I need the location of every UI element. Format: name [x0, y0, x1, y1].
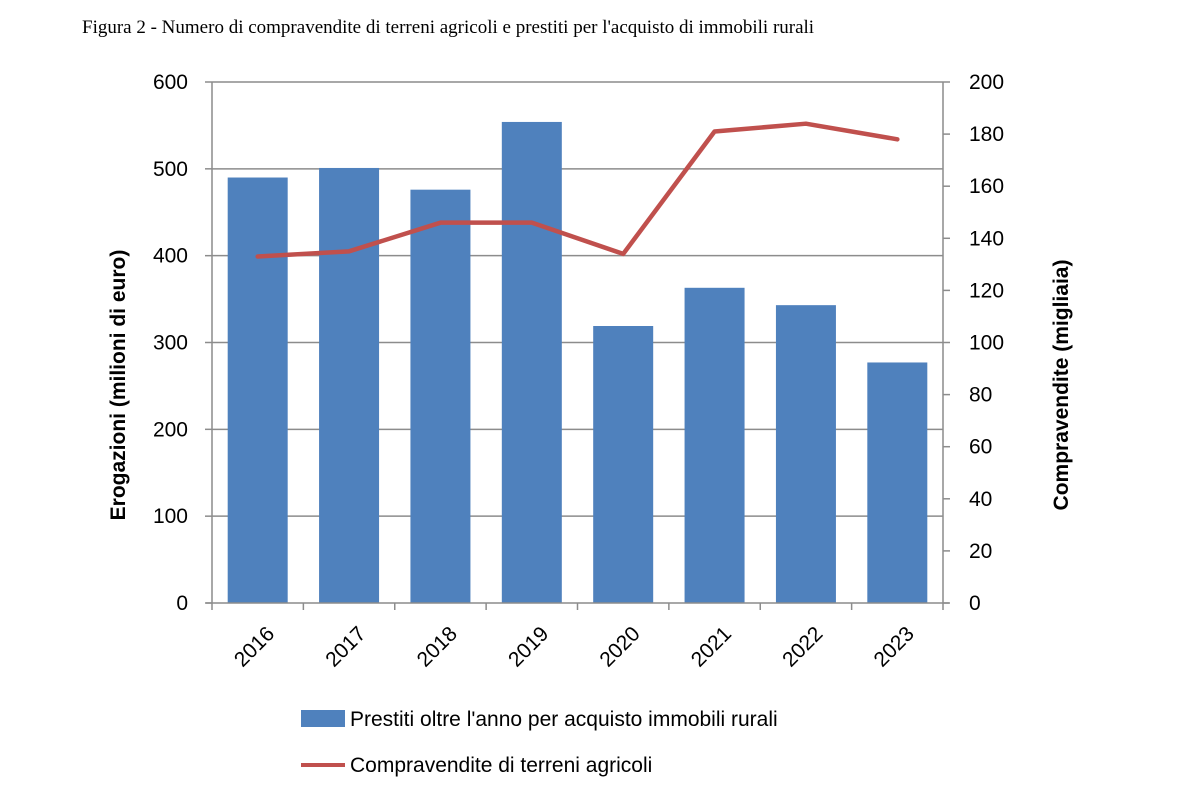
bar-2019 [501, 121, 562, 604]
bar-2016 [227, 177, 288, 603]
axes [205, 81, 950, 610]
x-tick-label-2017: 2017 [321, 622, 370, 671]
line-compravendite [255, 121, 900, 259]
left-tick-label: 100 [153, 505, 188, 528]
right-tick-label: 140 [969, 227, 1004, 250]
x-tick-label-2021: 2021 [687, 622, 736, 671]
right-tick-label: 80 [969, 384, 992, 407]
bar-2022 [775, 305, 836, 603]
bar-2018 [410, 189, 471, 603]
left-tick-label: 600 [153, 71, 188, 94]
right-tick-label: 120 [969, 279, 1004, 302]
x-tick-label-2020: 2020 [595, 622, 644, 671]
right-tick-label: 60 [969, 436, 992, 459]
left-tick-label: 0 [176, 592, 188, 615]
left-tick-label: 300 [153, 332, 188, 355]
bar-2021 [684, 287, 745, 603]
left-tick-label: 400 [153, 245, 188, 268]
right-tick-label: 0 [969, 592, 981, 615]
bar-2020 [593, 326, 654, 603]
legend-label-bars: Prestiti oltre l'anno per acquisto immob… [350, 708, 778, 731]
left-axis-title: Erogazioni (milioni di euro) [107, 250, 130, 521]
x-tick-label-2019: 2019 [504, 622, 553, 671]
right-tick-label: 160 [969, 175, 1004, 198]
bar-series [227, 121, 928, 604]
right-tick-label: 100 [969, 332, 1004, 355]
x-tick-label-2023: 2023 [870, 622, 919, 671]
figure-title: Figura 2 - Numero di compravendite di te… [82, 17, 815, 38]
right-tick-label: 200 [969, 71, 1004, 94]
bar-2023 [867, 362, 928, 603]
right-tick-label: 40 [969, 488, 992, 511]
legend-swatch-bars [301, 710, 345, 727]
x-tick-label-2022: 2022 [778, 622, 827, 671]
bar-2017 [319, 167, 380, 603]
legend: Prestiti oltre l'anno per acquisto immob… [301, 708, 778, 777]
right-tick-label: 20 [969, 540, 992, 563]
x-tick-label-2016: 2016 [230, 622, 279, 671]
x-tick-label-2018: 2018 [413, 622, 462, 671]
right-tick-label: 180 [969, 123, 1004, 146]
left-tick-label: 500 [153, 158, 188, 181]
legend-label-line: Compravendite di terreni agricoli [350, 754, 652, 777]
left-tick-label: 200 [153, 418, 188, 441]
right-axis-title: Compravendite (migliaia) [1050, 260, 1073, 511]
line-series [255, 121, 900, 259]
